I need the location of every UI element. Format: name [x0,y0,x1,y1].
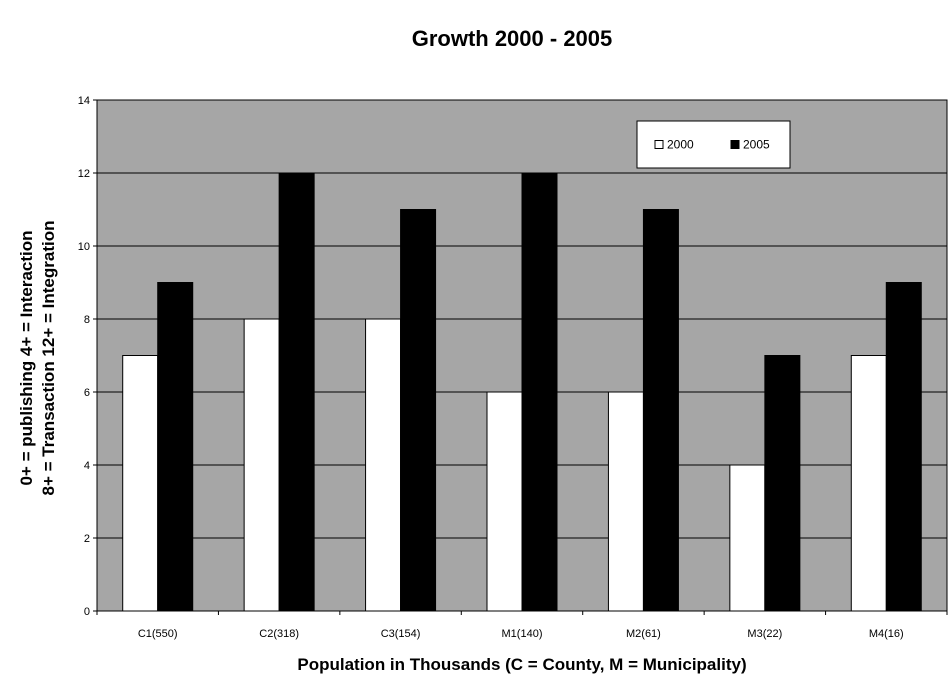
x-tick-label: M3(22) [747,628,782,640]
legend-label-2000: 2000 [667,138,694,152]
y-tick-label: 6 [84,387,90,399]
y-tick-label: 14 [78,95,90,107]
x-tick-label: C3(154) [381,628,421,640]
x-tick-label: C1(550) [138,628,178,640]
bar-2005-M4(16) [885,282,922,612]
y-axis-label-line-1: 0+ = publishing 4+ = Interaction [17,230,36,485]
y-tick-label: 4 [84,460,90,472]
bar-2000-C1(550) [122,355,159,612]
bar-2000-M4(16) [850,355,887,612]
y-tick-label: 8 [84,314,90,326]
y-tick-label: 0 [84,606,90,618]
bar-2005-M1(140) [521,172,558,612]
x-tick-label: M4(16) [869,628,904,640]
y-axis-label: 0+ = publishing 4+ = Interaction 8+ = Tr… [17,221,58,496]
legend-swatch-2005 [730,140,740,149]
x-tick-label: M1(140) [502,628,543,640]
bar-2000-M2(61) [607,391,644,612]
bar-2000-M1(140) [486,391,523,612]
legend-swatch-2000 [654,140,664,149]
chart-title: Growth 2000 - 2005 [412,26,613,51]
bar-2005-C2(318) [278,172,315,612]
y-tick-label: 2 [84,533,90,545]
y-axis-label-line-2: 8+ = Transaction 12+ = Integration [39,221,58,496]
legend: 2000 2005 [636,120,791,169]
bar-2000-C2(318) [243,318,280,612]
bar-2005-M2(61) [642,209,679,612]
bar-2005-M3(22) [764,355,801,612]
plot-area: 0 2 4 6 8 10 12 14 C1(550) C2(318) C3(154) M1(140) M… [78,95,948,640]
x-tick-label: M2(61) [626,628,661,640]
legend-label-2005: 2005 [743,138,770,152]
bar-2005-C3(154) [400,209,437,612]
bar-2000-C3(154) [365,318,402,612]
y-tick-label: 10 [78,241,90,253]
bar-2000-M3(22) [729,464,766,612]
y-tick-label: 12 [78,168,90,180]
bar-2005-C1(550) [157,282,194,612]
x-tick-label: C2(318) [259,628,299,640]
x-axis-label: Population in Thousands (C = County, M =… [297,655,746,674]
